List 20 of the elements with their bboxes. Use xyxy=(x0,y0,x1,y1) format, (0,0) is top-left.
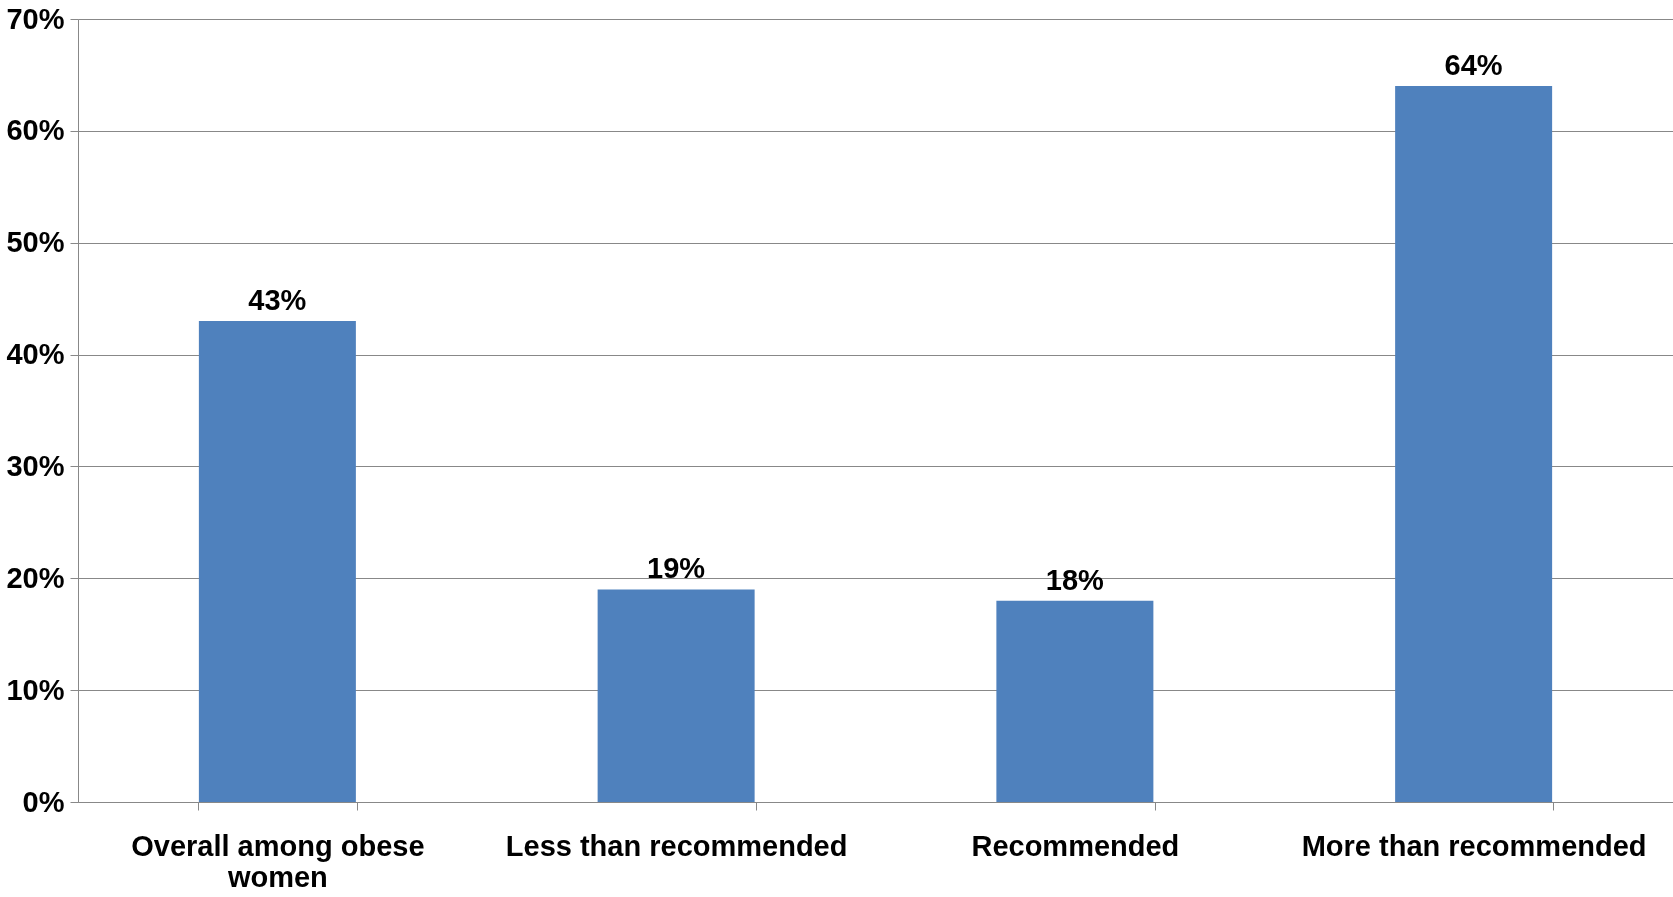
bar xyxy=(1395,86,1553,802)
x-tick-label: Overall among obese women xyxy=(131,829,425,893)
data-label: 19% xyxy=(647,552,706,585)
y-tick-label: 40% xyxy=(6,338,65,371)
y-tick-label: 30% xyxy=(6,449,65,482)
x-tick-label: More than recommended xyxy=(1301,829,1647,862)
y-tick-label: 0% xyxy=(22,785,65,818)
y-tick-label: 50% xyxy=(6,226,65,259)
y-tick-label: 60% xyxy=(6,114,65,147)
x-tick-label: Less than recommended xyxy=(505,829,848,862)
y-tick-label: 10% xyxy=(6,673,65,706)
bar xyxy=(996,600,1154,802)
bar xyxy=(597,589,755,802)
data-label: 18% xyxy=(1045,563,1105,596)
data-label: 64% xyxy=(1444,49,1503,82)
x-tick-label: Recommended xyxy=(971,829,1180,862)
bar xyxy=(198,321,356,802)
data-label: 43% xyxy=(248,284,307,317)
y-tick-label: 70% xyxy=(6,2,65,35)
y-tick-label: 20% xyxy=(6,561,65,594)
